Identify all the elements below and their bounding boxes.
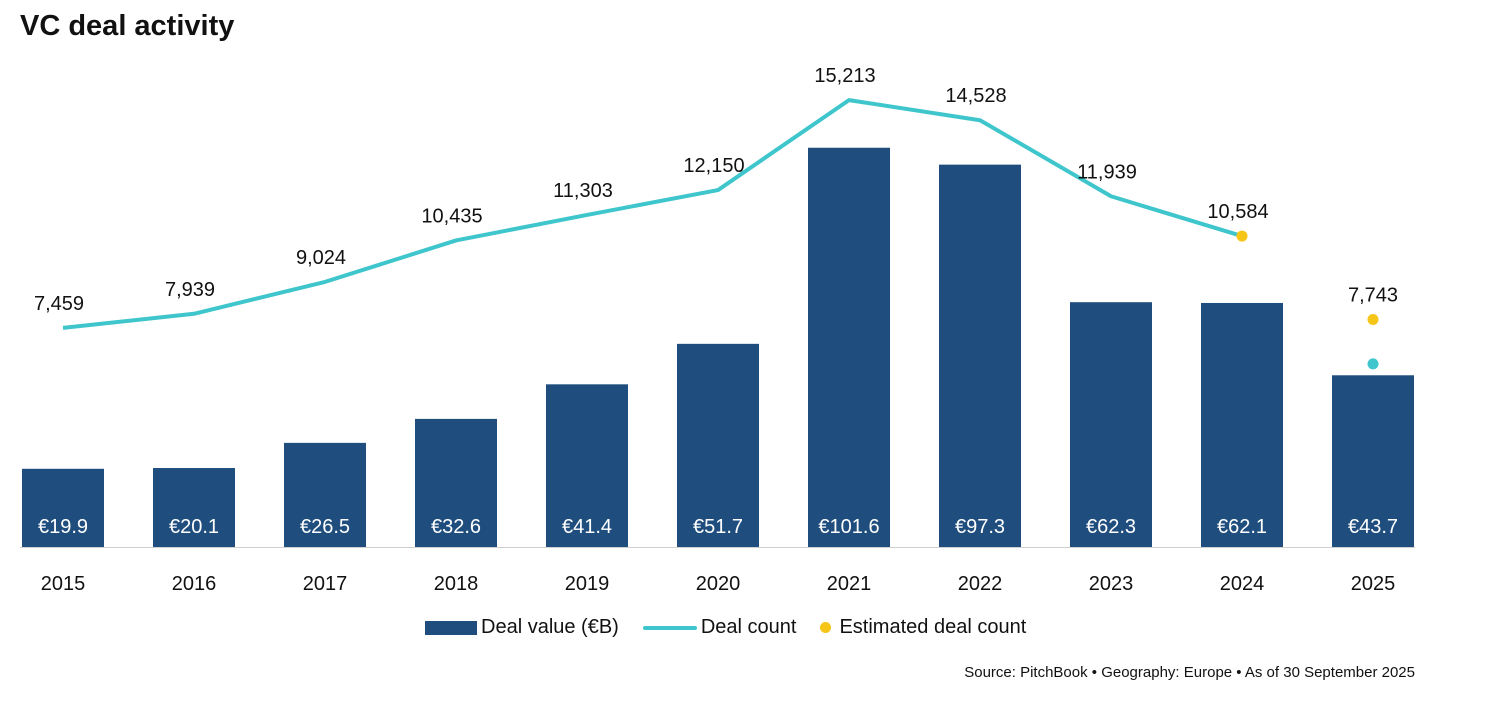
bar-2019 — [546, 384, 628, 547]
bar-2024 — [1201, 302, 1283, 547]
bar-2016 — [153, 468, 235, 547]
bar-label-2019: €41.4 — [562, 516, 612, 538]
bar-2015 — [22, 468, 104, 547]
bar-2017 — [284, 442, 366, 547]
bar-2018 — [415, 418, 497, 547]
chart-title: VC deal activity — [20, 10, 235, 42]
legend-label-estimated: Estimated deal count — [839, 616, 1027, 638]
bar-label-2017: €26.5 — [300, 516, 350, 538]
x-tick-label: 2025 — [1351, 573, 1396, 595]
bar-2022 — [939, 164, 1021, 547]
legend-item-deal-count: Deal count — [642, 616, 797, 639]
legend-swatch-dot — [820, 622, 832, 633]
bar-2020 — [677, 343, 759, 547]
x-tick-label: 2017 — [303, 573, 348, 595]
x-tick-label: 2015 — [41, 573, 86, 595]
bar-2023 — [1070, 302, 1152, 547]
estimated-point-2024 — [1236, 230, 1248, 242]
bar-label-2018: €32.6 — [431, 516, 481, 538]
count-label-2017: 9,024 — [296, 247, 346, 269]
bar-label-2023: €62.3 — [1086, 516, 1136, 538]
x-tick-label: 2019 — [565, 573, 610, 595]
x-tick-label: 2021 — [827, 573, 872, 595]
bar-2021 — [808, 147, 890, 547]
legend-label-deal-count: Deal count — [700, 616, 797, 638]
bar-label-2020: €51.7 — [693, 516, 743, 538]
x-tick-label: 2020 — [696, 573, 741, 595]
count-label-2022: 14,528 — [945, 85, 1006, 107]
count-label-2023: 11,939 — [1077, 161, 1137, 183]
legend-item-estimated: Estimated deal count — [820, 616, 1026, 639]
count-label-2024: 10,584 — [1207, 201, 1268, 223]
estimated-label-2025: 7,743 — [1348, 285, 1398, 307]
x-tick-label: 2024 — [1220, 573, 1265, 595]
bar-2025 — [1332, 375, 1414, 547]
x-tick-label: 2016 — [172, 573, 217, 595]
bar-label-2024: €62.1 — [1217, 516, 1267, 538]
deal-count-line — [62, 98, 1243, 330]
deal-count-point-2025 — [1367, 358, 1379, 370]
legend-swatch-line — [642, 625, 697, 630]
count-label-2016: 7,939 — [165, 279, 215, 301]
legend-swatch-bar — [425, 620, 477, 635]
bar-label-2015: €19.9 — [38, 516, 88, 538]
x-tick-label: 2023 — [1089, 573, 1134, 595]
legend-item-deal-value: Deal value (€B) — [425, 616, 619, 639]
legend-label-deal-value: Deal value (€B) — [481, 616, 619, 638]
bar-label-2016: €20.1 — [169, 516, 219, 538]
x-tick-label: 2018 — [434, 573, 479, 595]
source-note: Source: PitchBook • Geography: Europe • … — [964, 664, 1415, 681]
x-tick-label: 2022 — [958, 573, 1003, 595]
count-label-2018: 10,435 — [421, 205, 482, 227]
estimated-point-2025 — [1367, 314, 1379, 326]
bar-label-2021: €101.6 — [818, 516, 879, 538]
bar-label-2022: €97.3 — [955, 516, 1005, 538]
bar-label-2025: €43.7 — [1348, 516, 1398, 538]
count-label-2020: 12,150 — [683, 155, 744, 177]
legend: Deal value (€B) Deal count Estimated dea… — [425, 616, 1050, 639]
count-label-2021: 15,213 — [814, 65, 875, 87]
count-label-2015: 7,459 — [34, 293, 84, 315]
count-label-2019: 11,303 — [553, 180, 613, 202]
